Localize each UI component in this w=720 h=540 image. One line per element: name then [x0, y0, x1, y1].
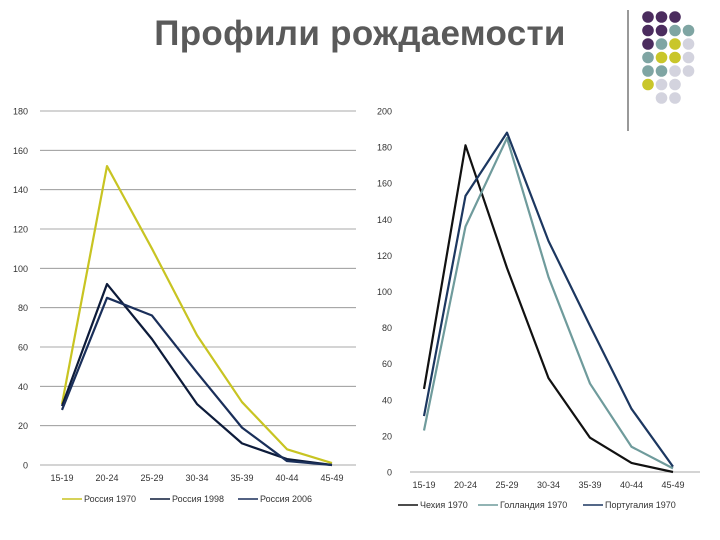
slide-title: Профили рождаемости [154, 14, 566, 53]
decor-dot [655, 38, 668, 50]
decor-dot [669, 38, 681, 50]
legend-label: Чехия 1970 [420, 500, 468, 510]
x-tick-label: 15-19 [50, 473, 73, 483]
decor-dot [682, 51, 695, 64]
series-line [60, 282, 333, 467]
decor-dot [642, 38, 654, 50]
y-tick-label: 160 [377, 179, 392, 189]
decor-dot [655, 24, 668, 37]
y-tick-label: 80 [382, 323, 392, 333]
y-tick-label: 140 [377, 215, 392, 225]
x-tick-label: 30-34 [185, 473, 208, 483]
decor-dot [655, 11, 668, 23]
y-tick-label: 100 [13, 264, 28, 274]
x-tick-label: 15-19 [412, 480, 435, 490]
y-tick-label: 20 [18, 421, 28, 431]
legend-label: Португалия 1970 [605, 500, 676, 510]
x-tick-label: 20-24 [95, 473, 118, 483]
decor-dot [655, 92, 668, 104]
legend-label: Россия 2006 [260, 494, 312, 504]
decor-dot [642, 51, 654, 64]
decor-dot [669, 78, 681, 91]
y-tick-label: 60 [382, 359, 392, 369]
decor-dot [682, 24, 695, 37]
decor-dot [655, 65, 668, 77]
x-tick-label: 45-49 [320, 473, 343, 483]
y-tick-label: 120 [13, 225, 28, 235]
y-tick-label: 20 [382, 431, 392, 441]
y-tick-label: 60 [18, 343, 28, 353]
decor-dot [642, 11, 654, 23]
legend-label: Россия 1970 [84, 494, 136, 504]
decor-dot [682, 65, 695, 77]
y-tick-label: 140 [13, 185, 28, 195]
y-tick-label: 0 [23, 461, 28, 471]
decor-dot [642, 24, 654, 37]
x-tick-label: 40-44 [275, 473, 298, 483]
decor-dot [655, 78, 668, 91]
x-tick-label: 25-29 [495, 480, 518, 490]
x-tick-label: 25-29 [140, 473, 163, 483]
x-tick-label: 35-39 [230, 473, 253, 483]
y-tick-label: 0 [387, 468, 392, 478]
y-tick-label: 40 [18, 382, 28, 392]
decor-dot [669, 24, 681, 37]
x-tick-label: 45-49 [661, 480, 684, 490]
y-tick-label: 120 [377, 251, 392, 261]
decor-dot [655, 51, 668, 64]
decor-dot [669, 92, 681, 104]
x-tick-label: 20-24 [454, 480, 477, 490]
series-line [60, 296, 333, 467]
x-tick-label: 40-44 [620, 480, 643, 490]
y-tick-label: 100 [377, 287, 392, 297]
decor-dot [669, 11, 681, 23]
x-tick-label: 35-39 [578, 480, 601, 490]
y-tick-label: 40 [382, 395, 392, 405]
y-tick-label: 200 [377, 107, 392, 117]
decor-dot [669, 65, 681, 77]
series-line [422, 131, 674, 468]
decor-dot [682, 38, 695, 50]
series-line [60, 164, 333, 465]
decor-dot [669, 51, 681, 64]
y-tick-label: 180 [377, 143, 392, 153]
decor-dot [642, 78, 654, 91]
series-line [422, 136, 674, 470]
y-tick-label: 160 [13, 146, 28, 156]
y-tick-label: 80 [18, 303, 28, 313]
legend-label: Голландия 1970 [500, 500, 567, 510]
legend-label: Россия 1998 [172, 494, 224, 504]
x-tick-label: 30-34 [537, 480, 560, 490]
decor-dot [642, 65, 654, 77]
series-line [422, 144, 674, 474]
y-tick-label: 180 [13, 107, 28, 117]
